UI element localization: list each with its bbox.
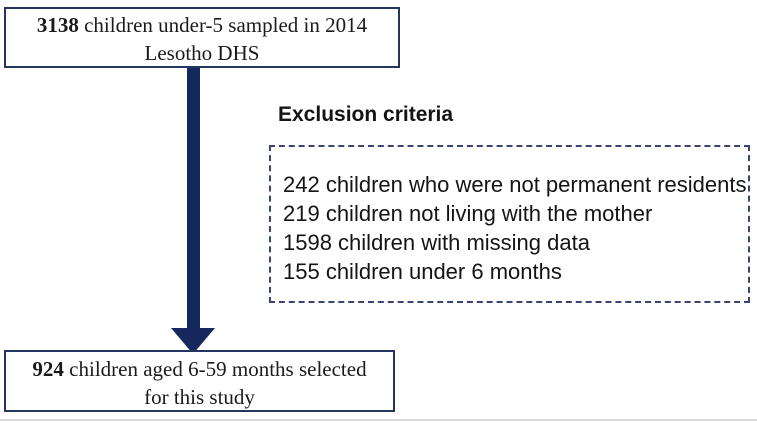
exclusion-box: 242 children who were not permanent resi… (269, 145, 750, 303)
exclusion-heading: Exclusion criteria (278, 103, 454, 126)
sample-text-line2: Lesotho DHS (144, 41, 260, 65)
selected-text-line2: for this study (144, 385, 255, 409)
selected-text-line1: children aged 6-59 months selected (69, 357, 367, 381)
down-arrow-icon (171, 68, 215, 354)
sample-count: 3138 (36, 13, 79, 37)
exclusion-item-non-residents: 242 children who were not permanent resi… (283, 172, 747, 197)
selected-box: 924 children aged 6-59 months selected f… (4, 350, 395, 412)
exclusion-item-not-with-mother: 219 children not living with the mother (283, 201, 653, 226)
exclusion-item-missing-data: 1598 children with missing data (283, 230, 590, 255)
exclusion-item-under-6-months: 155 children under 6 months (283, 259, 562, 284)
bottom-divider (0, 419, 757, 421)
sample-box: 3138 children under-5 sampled in 2014 Le… (4, 7, 400, 68)
selected-count: 924 (32, 357, 64, 381)
sample-text-line1: children under-5 sampled in 2014 (84, 13, 368, 37)
